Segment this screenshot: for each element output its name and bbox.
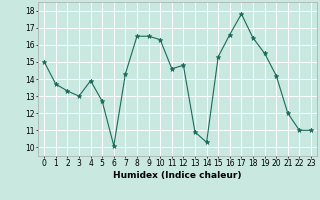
X-axis label: Humidex (Indice chaleur): Humidex (Indice chaleur): [113, 171, 242, 180]
